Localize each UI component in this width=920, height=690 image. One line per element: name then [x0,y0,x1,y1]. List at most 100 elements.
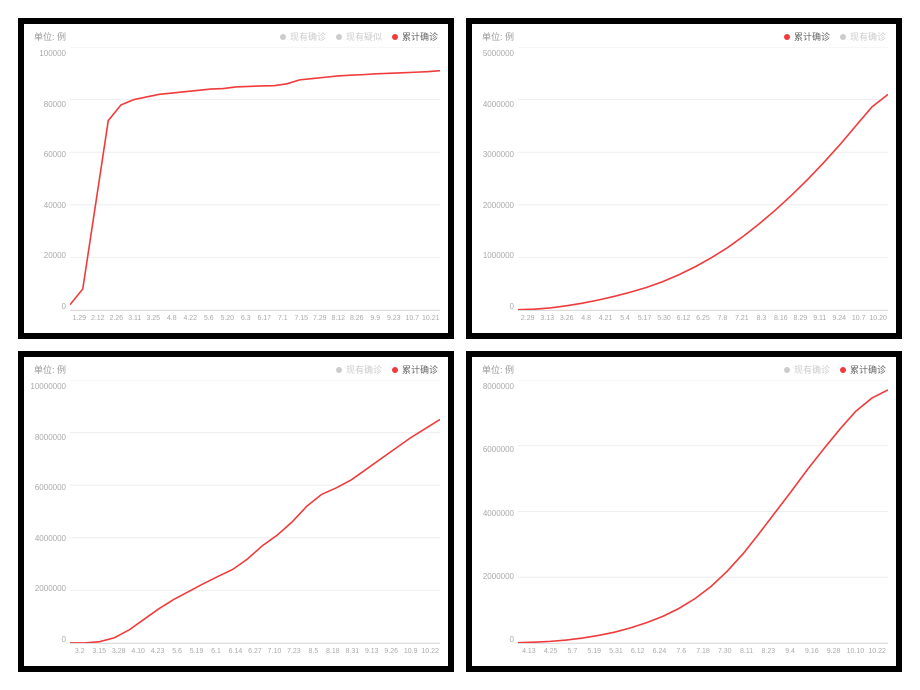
series-line [518,94,888,309]
x-tick: 5.6 [167,648,186,658]
x-tick: 5.31 [605,648,627,658]
x-tick: 3.13 [537,315,556,325]
y-tick: 0 [62,635,66,644]
x-tick: 1.29 [70,315,89,325]
x-tick: 8.3 [752,315,771,325]
panel-header: 单位: 例 累计确诊现有确诊 [472,24,896,43]
y-tick: 0 [62,302,66,311]
y-tick: 4000000 [483,100,514,109]
x-tick: 8.23 [757,648,779,658]
legend-label: 现有确诊 [850,30,886,43]
x-tick: 2.12 [89,315,108,325]
x-axis: 3.23.153.284.104.235.65.196.16.146.277.1… [70,644,440,662]
x-tick: 9.11 [810,315,829,325]
legend-item[interactable]: 累计确诊 [784,30,830,43]
x-tick: 7.8 [713,315,732,325]
y-tick: 4000000 [35,534,66,543]
legend-label: 累计确诊 [402,363,438,376]
series-line [70,71,440,305]
x-tick: 6.14 [226,648,245,658]
legend: 现有确诊现有疑似 累计确诊 [280,30,438,43]
legend-item[interactable]: 累计确诊 [392,30,438,43]
x-tick: 10.7 [403,315,422,325]
x-tick: 10.20 [868,315,887,325]
plot-column: 2.293.133.264.84.215.45.175.306.126.257.… [518,47,888,329]
plot-svg [518,380,888,643]
x-tick: 3.26 [557,315,576,325]
x-tick: 7.1 [274,315,293,325]
unit-label: 单位: 例 [34,363,66,376]
series-line [518,390,888,643]
legend-item[interactable]: 现有确诊 [336,363,382,376]
x-tick: 7.10 [265,648,284,658]
x-tick: 7.18 [692,648,714,658]
x-tick: 6.3 [237,315,256,325]
x-tick: 10.21 [422,315,441,325]
panel-top-left: 单位: 例 现有确诊现有疑似累计确诊 100000800006000040000… [18,18,454,339]
panel-header: 单位: 例 现有确诊 累计确诊 [472,357,896,376]
plot-column: 3.23.153.284.104.235.65.196.16.146.277.1… [70,380,440,662]
x-tick: 6.12 [627,648,649,658]
x-tick: 3.28 [109,648,128,658]
x-tick: 8.5 [304,648,323,658]
x-tick: 4.25 [540,648,562,658]
legend-item[interactable]: 累计确诊 [392,363,438,376]
x-tick: 7.15 [292,315,311,325]
x-tick: 8.16 [771,315,790,325]
x-tick: 9.9 [366,315,385,325]
y-tick: 10000000 [30,382,66,391]
legend-item[interactable]: 现有疑似 [336,30,382,43]
legend-label: 现有确诊 [290,30,326,43]
x-tick: 2.29 [518,315,537,325]
x-tick: 7.23 [284,648,303,658]
x-axis: 1.292.122.263.113.254.84.225.65.206.36.1… [70,311,440,329]
y-tick: 8000000 [35,433,66,442]
y-axis: 500000040000003000000200000010000000 [476,47,518,329]
y-tick: 4000000 [483,509,514,518]
unit-label: 单位: 例 [34,30,66,43]
legend: 累计确诊 现有确诊 [784,30,886,43]
legend-dot-icon [784,34,790,40]
x-tick: 4.23 [148,648,167,658]
legend-item[interactable]: 现有确诊 [840,30,886,43]
plot-area [70,47,440,311]
unit-label: 单位: 例 [482,363,514,376]
x-tick: 9.13 [362,648,381,658]
x-tick: 6.1 [206,648,225,658]
x-tick: 10.9 [401,648,420,658]
plot-area [518,380,888,644]
panel-header: 单位: 例 现有确诊现有疑似 累计确诊 [24,24,448,43]
legend-item[interactable]: 现有确诊 [784,363,830,376]
panel-header: 单位: 例 现有确诊 累计确诊 [24,357,448,376]
x-tick: 4.10 [128,648,147,658]
x-tick: 4.22 [181,315,200,325]
y-tick: 80000 [44,100,66,109]
y-axis: 80000006000000400000020000000 [476,380,518,662]
legend-dot-icon [392,367,398,373]
legend-label: 累计确诊 [850,363,886,376]
y-axis: 100000800006000040000200000 [28,47,70,329]
panel-top-right: 单位: 例 累计确诊现有确诊 5000000400000030000002000… [466,18,902,339]
x-tick: 2.26 [107,315,126,325]
y-tick: 5000000 [483,49,514,58]
y-tick: 1000000 [483,251,514,260]
x-tick: 8.18 [323,648,342,658]
legend-dot-icon [280,34,286,40]
panel-bottom-left: 单位: 例 现有确诊累计确诊 1000000080000006000000400… [18,351,454,672]
legend-item[interactable]: 现有确诊 [280,30,326,43]
series-line [70,419,440,643]
plot-svg [518,47,888,310]
gridlines [518,380,888,643]
y-axis: 1000000080000006000000400000020000000 [28,380,70,662]
legend-item[interactable]: 累计确诊 [840,363,886,376]
x-tick: 9.16 [801,648,823,658]
x-tick: 3.15 [89,648,108,658]
x-tick: 4.8 [576,315,595,325]
x-tick: 4.8 [163,315,182,325]
x-tick: 5.20 [218,315,237,325]
plot-area [518,47,888,311]
x-tick: 5.7 [562,648,584,658]
legend-label: 累计确诊 [402,30,438,43]
x-tick: 7.29 [311,315,330,325]
plot-area [70,380,440,644]
